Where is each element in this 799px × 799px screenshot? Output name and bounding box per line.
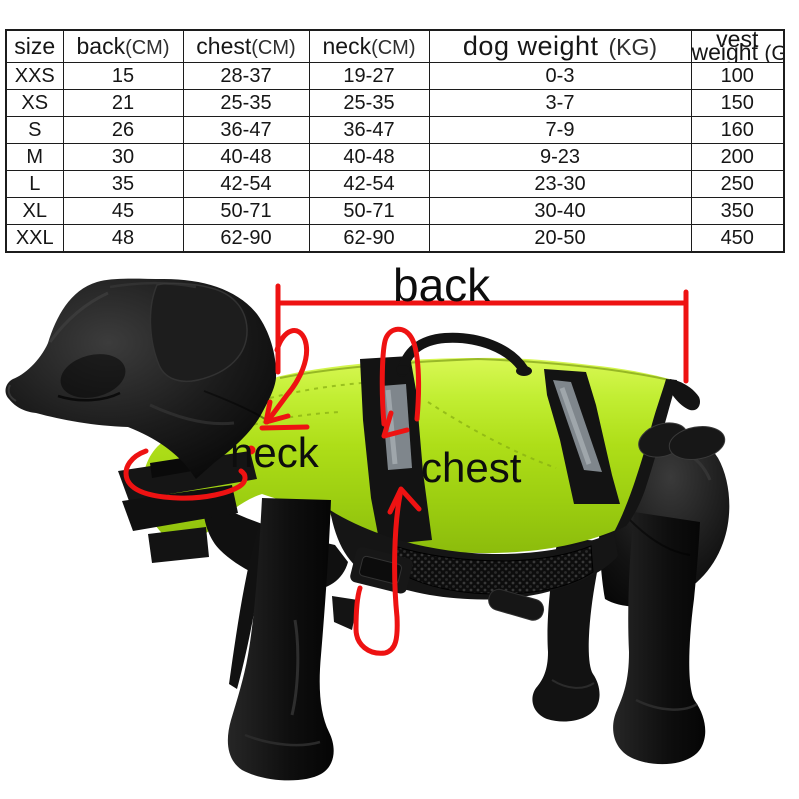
belly-band [330, 510, 618, 630]
table-row: XXL 48 62-90 62-90 20-50 450 [5, 224, 785, 253]
cell-back: 48 [62, 224, 184, 253]
cell-dog-weight: 30-40 [428, 197, 692, 225]
muzzle-fold [60, 354, 126, 398]
neck-loop [123, 448, 248, 501]
cell-vest-weight: 450 [690, 224, 785, 253]
cell-chest: 50-71 [182, 197, 310, 225]
cell-vest-weight: 250 [690, 170, 785, 198]
cell-vest-weight: 100 [690, 62, 785, 90]
size-chart-table: size back(CM) chest(CM) neck(CM) dog wei… [5, 29, 785, 253]
loose-strap-end [488, 588, 545, 621]
cell-neck: 50-71 [308, 197, 430, 225]
dog-ear [149, 282, 248, 383]
chest-loop [353, 492, 403, 656]
header-cell-vest-weight: vest weight (G) [690, 29, 785, 63]
dog-tail [638, 422, 726, 460]
cell-neck: 62-90 [308, 224, 430, 253]
front-elbow [229, 528, 264, 689]
cell-back: 35 [62, 170, 184, 198]
cell-dog-weight: 20-50 [428, 224, 692, 253]
cell-vest-weight: 150 [690, 89, 785, 117]
cell-neck: 40-48 [308, 143, 430, 171]
neck-label: neck [230, 429, 320, 476]
cell-size: S [5, 116, 64, 144]
neck-strap-tab [148, 527, 209, 563]
vest-straps [360, 332, 620, 545]
table-row: M 30 40-48 40-48 9-23 200 [5, 143, 785, 171]
cell-chest: 36-47 [182, 116, 310, 144]
table-row: S 26 36-47 36-47 7-9 160 [5, 116, 785, 144]
chest-label: chest [421, 444, 522, 491]
cell-size: XL [5, 197, 64, 225]
table-row: L 35 42-54 42-54 23-30 250 [5, 170, 785, 198]
cell-dog-weight: 9-23 [428, 143, 692, 171]
back-measure-line [275, 283, 689, 384]
dog-head [5, 278, 277, 479]
cell-chest: 62-90 [182, 224, 310, 253]
chest-annotation [353, 326, 422, 656]
header-cell-chest: chest(CM) [182, 29, 310, 63]
cell-neck: 25-35 [308, 89, 430, 117]
table-row: XL 45 50-71 50-71 30-40 350 [5, 197, 785, 225]
cell-size: XXS [5, 62, 64, 90]
buckle-clip [332, 596, 358, 630]
vest-rear-trim [614, 379, 677, 532]
cell-back: 15 [62, 62, 184, 90]
table-row: XXS 15 28-37 19-27 0-3 100 [5, 62, 785, 90]
cell-back: 26 [62, 116, 184, 144]
front-leg [227, 498, 334, 781]
cell-neck: 36-47 [308, 116, 430, 144]
vest-rear-strap-end [667, 379, 700, 411]
neck-strap-upper [118, 451, 257, 501]
cell-back: 21 [62, 89, 184, 117]
cell-vest-weight: 160 [690, 116, 785, 144]
header-cell-dog-weight: dog weight (KG) [428, 29, 692, 63]
cell-vest-weight: 350 [690, 197, 785, 225]
cell-dog-weight: 7-9 [428, 116, 692, 144]
dog-front-legs [227, 498, 334, 781]
vest-handle [397, 332, 529, 377]
back-label: back [393, 259, 491, 311]
cell-chest: 40-48 [182, 143, 310, 171]
cell-size: M [5, 143, 64, 171]
cell-chest: 25-35 [182, 89, 310, 117]
mesh-panel [393, 545, 594, 595]
dog-hind-leg-far [532, 538, 602, 722]
measurement-annotations [123, 283, 689, 656]
cell-size: L [5, 170, 64, 198]
neck-annotation [123, 328, 310, 501]
cell-back: 45 [62, 197, 184, 225]
